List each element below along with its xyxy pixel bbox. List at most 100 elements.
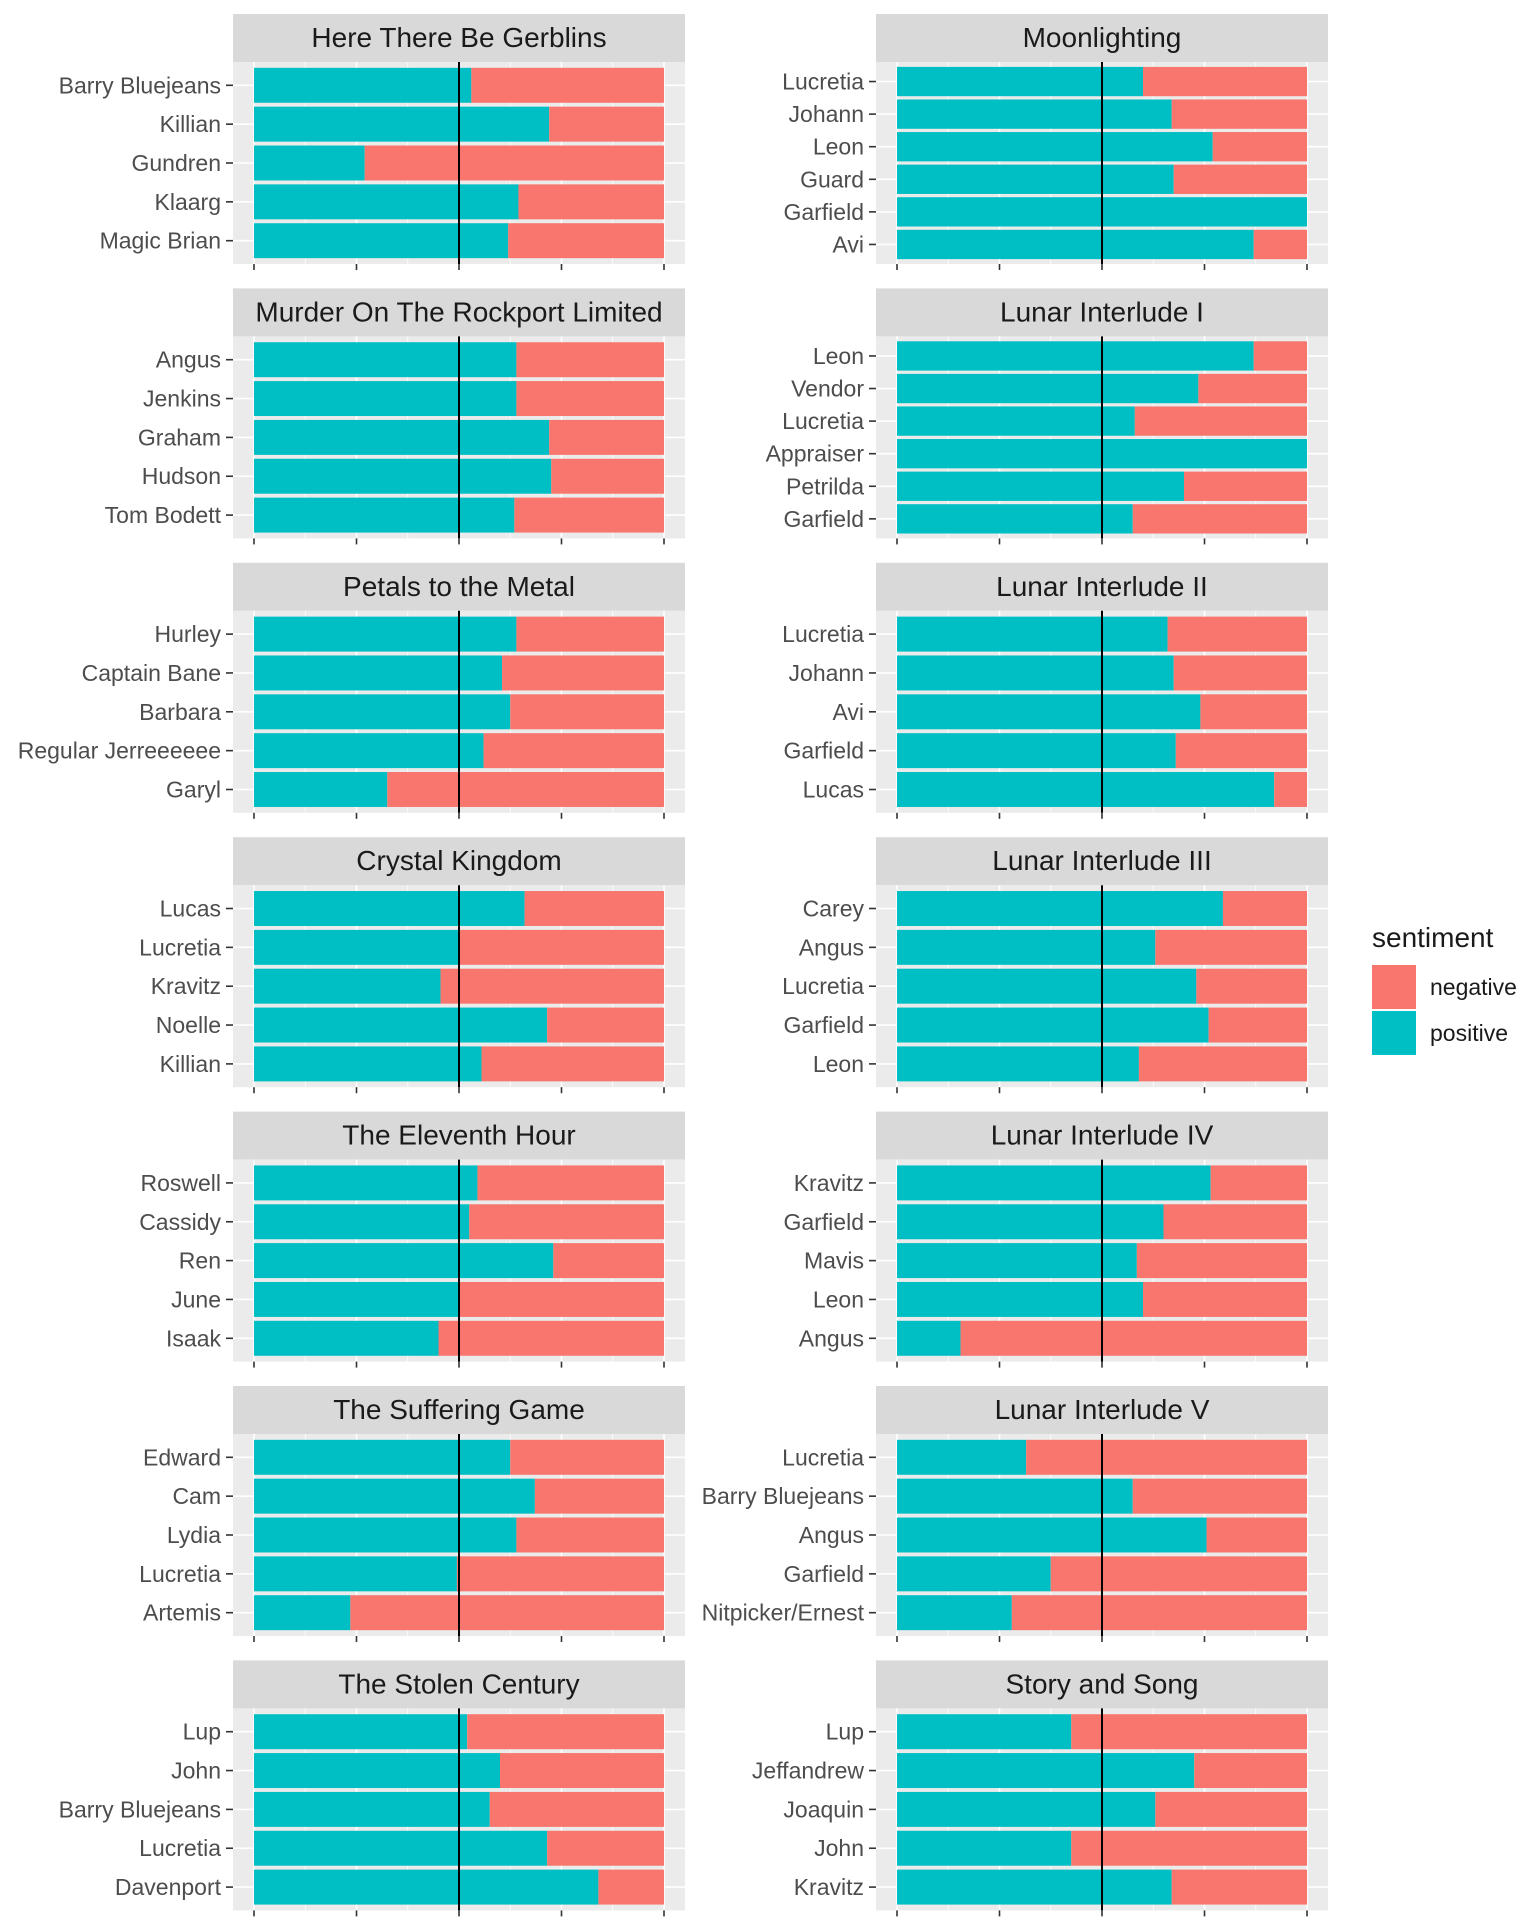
character-label: Avi [832,231,864,257]
character-label: Lucretia [139,1561,221,1587]
character-label: Gundren [131,150,221,176]
facet-strip [233,1111,685,1160]
bar-negative [1011,1595,1307,1631]
bar-positive [254,1007,548,1043]
character-label: Lucretia [139,934,221,960]
bar-positive [897,1595,1012,1631]
character-label: Vendor [791,376,864,402]
character-label: Guard [800,166,864,192]
bar-positive [897,1439,1027,1475]
bar-negative [481,1046,664,1082]
bar-negative [516,1517,664,1553]
bar-negative [1163,1204,1307,1240]
character-label: Lucretia [782,1444,864,1470]
bar-positive [897,616,1168,652]
bar-positive [254,1869,599,1905]
bar-positive [897,164,1174,194]
bar-positive [254,458,552,494]
character-label: Noelle [156,1012,221,1038]
bar-negative [510,1439,664,1475]
legend-label-positive: positive [1430,1020,1508,1046]
facet-title: The Suffering Game [333,1394,585,1425]
character-label: Petrilda [786,473,864,499]
bar-positive [254,145,365,181]
facet-panel: Lunar Interlude II Lucretia Johann Avi Garfi… [782,562,1328,819]
bar-negative [477,1165,664,1201]
character-label: Garyl [166,776,221,802]
bar-positive [254,342,517,378]
bar-negative [518,184,664,220]
character-label: Jeffandrew [752,1758,864,1784]
bar-positive [254,772,388,807]
character-label: Joaquin [783,1796,864,1822]
legend-key-positive [1372,1011,1416,1055]
facet-strip [233,14,685,62]
bar-negative [524,891,664,926]
character-label: Garfield [783,199,864,225]
bar-positive [254,1478,535,1514]
character-label: Angus [799,1325,864,1351]
facet-panel: Crystal Kingdom Lucas Lucretia Kravitz Noell… [139,837,685,1094]
bar-positive [897,504,1133,534]
character-label: Kravitz [794,1170,864,1196]
legend-label-negative: negative [1430,974,1517,1000]
bar-positive [897,132,1213,162]
character-label: Graham [138,424,221,450]
bar-positive [897,1204,1164,1240]
character-label: Barbara [139,699,221,725]
facet-strip [233,837,685,886]
character-label: Lup [826,1719,864,1745]
facet-panel: Lunar Interlude I Leon Vendor Lucretia Appra… [766,288,1328,545]
bar-negative [1171,99,1307,129]
facet-strip [876,562,1328,611]
bar-negative [456,1556,664,1592]
bar-positive [897,1281,1143,1317]
character-label: Lucretia [782,621,864,647]
facet-title: Moonlighting [1023,22,1182,53]
bar-positive [897,1753,1195,1789]
bar-negative [469,1204,664,1240]
bar-positive [897,1791,1156,1827]
facet-title: Lunar Interlude V [995,1394,1210,1425]
bar-negative [551,458,664,494]
facet-strip [876,1386,1328,1434]
facet-strip [233,562,685,611]
character-label: Nitpicker/Ernest [702,1600,865,1626]
bar-negative [1171,1869,1307,1905]
bar-negative [1194,1753,1307,1789]
bar-positive [897,341,1254,371]
bar-positive [254,67,472,103]
bar-negative [598,1869,664,1905]
character-label: John [814,1835,864,1861]
bar-negative [553,1243,664,1279]
bar-negative [1173,164,1307,194]
character-label: Cam [172,1483,221,1509]
character-label: Tom Bodett [105,502,222,528]
character-label: Leon [813,1286,864,1312]
bar-positive [254,1517,517,1553]
bar-positive [254,1046,482,1082]
facet-panel: Lunar Interlude V Lucretia Barry Bluejeans… [702,1386,1328,1642]
bar-positive [254,694,511,730]
character-label: Avi [832,699,864,725]
facet-panel: Petals to the Metal Hurley Captain Bane Bar… [18,562,685,819]
bar-negative [1167,616,1307,652]
bar-negative [960,1320,1307,1356]
bar-negative [1155,929,1307,965]
bar-negative [514,497,664,533]
bar-positive [254,968,441,1004]
character-label: Mavis [804,1248,864,1274]
bar-negative [1143,66,1307,97]
bar-negative [471,67,664,103]
bar-negative [1208,1007,1307,1043]
character-label: Cassidy [139,1209,221,1235]
character-label: Hurley [155,621,222,647]
bar-negative [1253,341,1307,371]
bar-negative [1132,1478,1307,1514]
bar-positive [254,106,550,142]
facet-strip [876,1111,1328,1160]
bar-negative [549,106,664,142]
facet-title: Lunar Interlude III [992,845,1211,876]
bar-negative [1274,772,1307,807]
character-label: Lucretia [139,1835,221,1861]
